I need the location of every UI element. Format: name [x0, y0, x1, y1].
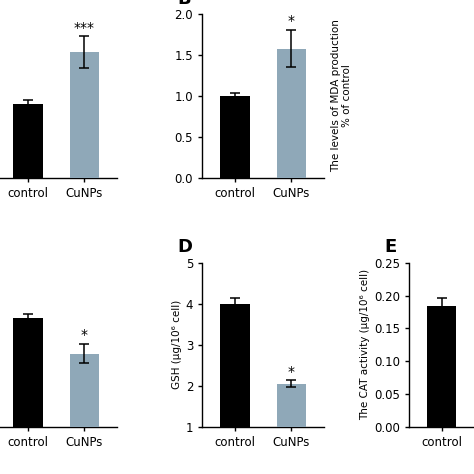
Bar: [70, 354, 99, 427]
Bar: [277, 383, 306, 467]
Text: D: D: [178, 238, 193, 256]
Bar: [13, 104, 43, 178]
Y-axis label: The CAT activity (μg/10⁶ cell): The CAT activity (μg/10⁶ cell): [360, 269, 370, 420]
Bar: [427, 306, 456, 427]
Text: B: B: [178, 0, 191, 8]
Text: *: *: [288, 365, 295, 379]
Text: *: *: [288, 14, 295, 28]
Bar: [220, 304, 249, 467]
Bar: [70, 52, 99, 178]
Text: ***: ***: [74, 21, 95, 36]
Bar: [13, 318, 43, 427]
Bar: [220, 96, 249, 178]
Text: *: *: [81, 328, 88, 341]
Bar: [277, 49, 306, 178]
Y-axis label: GSH (μg/10⁶ cell): GSH (μg/10⁶ cell): [172, 300, 182, 390]
Text: E: E: [385, 238, 397, 256]
Y-axis label: The levels of MDA production
% of control: The levels of MDA production % of contro…: [331, 19, 353, 173]
